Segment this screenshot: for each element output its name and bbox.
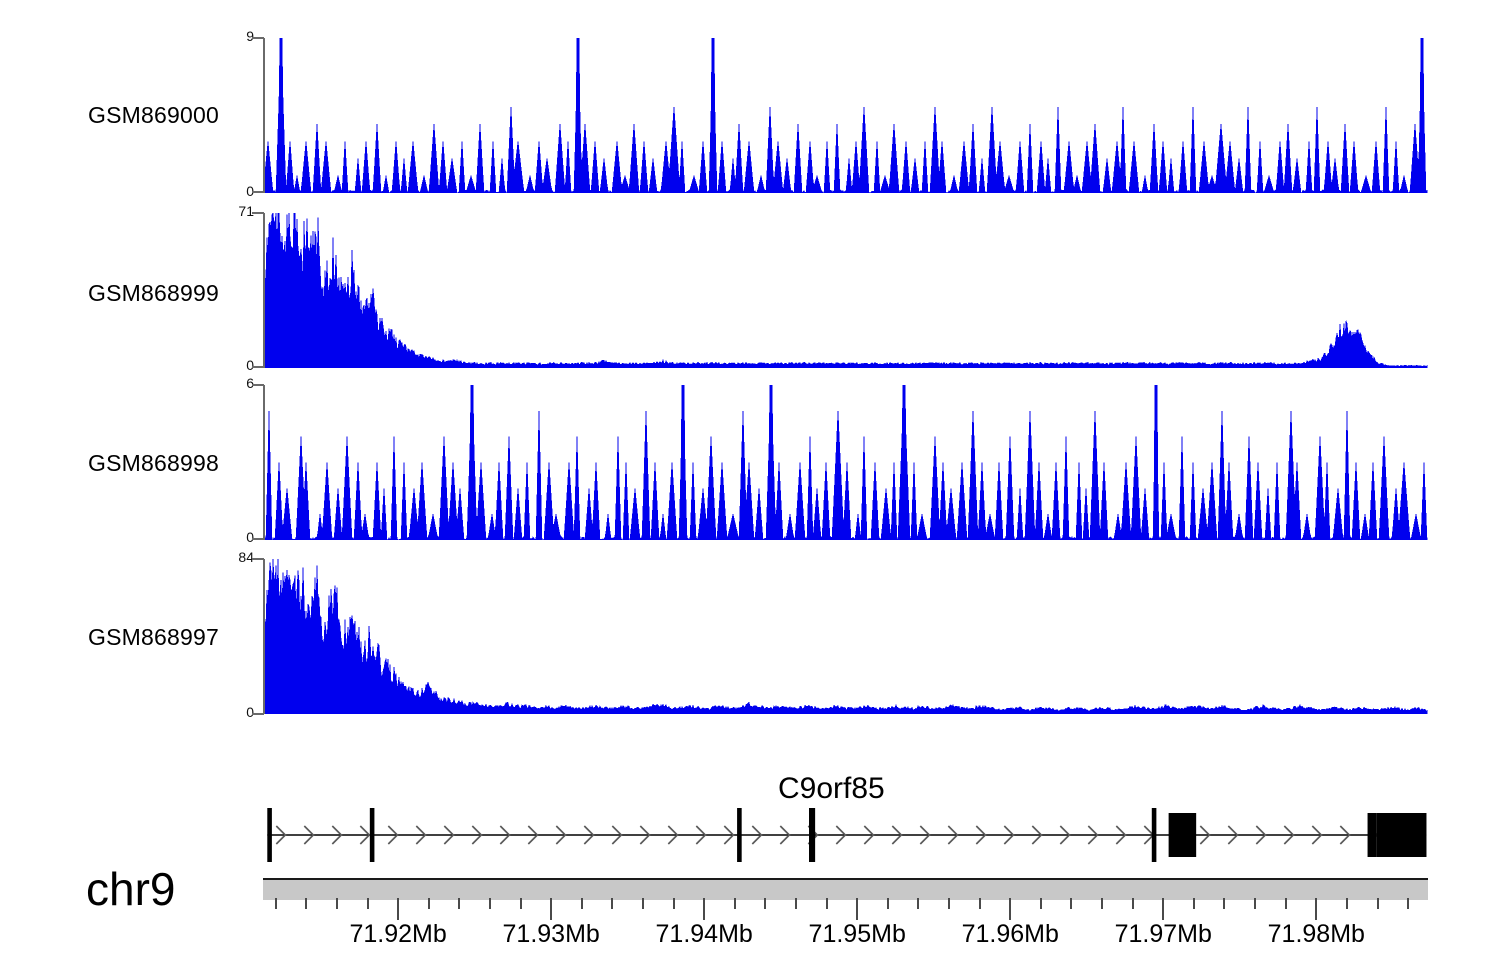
axis-tick-min [252,713,264,715]
coverage-track-gsm868997[interactable]: GSM868997 84 0 [0,544,1500,724]
ruler-tick-label: 71.92Mb [349,920,447,948]
ruler-minor-tick [917,898,920,909]
ruler-minor-tick [641,898,644,909]
axis-vertical-line [263,559,265,714]
track-label-gsm868999: GSM868999 [88,280,219,306]
ruler-major-tick [1009,898,1012,920]
axis-max-gsm869000: 9 [246,28,254,44]
chromosome-label: chr9 [86,863,176,915]
ruler-major-tick [397,898,400,920]
ruler-minor-tick [1223,898,1226,909]
ruler-minor-tick [427,898,430,909]
ruler-minor-tick [948,898,951,909]
exon-block [1151,808,1157,862]
coverage-plot-gsm869000[interactable] [265,38,1428,193]
ruler-minor-tick [672,898,675,909]
ruler-tick-label: 71.98Mb [1267,920,1365,948]
axis-min-gsm868997: 0 [246,704,254,720]
ruler-minor-tick [1070,898,1073,909]
axis-vertical-line [263,38,265,193]
axis-max-gsm868998: 6 [246,375,254,391]
axis-vertical-line [263,213,265,368]
exon-block [1367,813,1377,857]
axis-tick-max [252,558,264,560]
axis-tick-min [252,191,264,193]
axis-tick-max [252,212,264,214]
ruler-minor-tick [519,898,522,909]
exon-block [1168,813,1197,857]
ruler-minor-tick [733,898,736,909]
ruler-major-tick [703,898,706,920]
ruler-minor-tick [335,898,338,909]
exon-block [267,808,272,862]
coverage-plot-gsm868999[interactable] [265,213,1428,368]
gene-model-track[interactable] [265,800,1428,870]
ruler-minor-tick [795,898,797,909]
ruler-minor-tick [458,898,461,909]
ruler-minor-tick [366,898,369,909]
ruler-minor-tick [764,898,767,909]
axis-tick-max [252,37,264,39]
axis-min-gsm868999: 0 [246,357,254,373]
ruler-major-tick [1162,898,1165,920]
ruler-minor-tick [611,898,614,909]
exon-block [809,808,816,862]
ruler-minor-tick [1101,898,1104,909]
ruler-tick-label: 71.97Mb [1114,920,1212,948]
ruler-minor-tick [580,898,583,909]
ruler-tick-label: 71.95Mb [808,920,906,948]
axis-tick-min [252,538,264,540]
ruler-minor-tick [305,898,308,909]
axis-vertical-line [263,385,265,540]
ruler-minor-tick [1407,898,1410,909]
gene-name-label: C9orf85 [778,772,885,805]
axis-tick-min [252,366,264,368]
ruler-major-tick [856,898,859,920]
ruler-tick-label: 71.96Mb [961,920,1059,948]
track-label-gsm868997: GSM868997 [88,624,219,650]
ruler-minor-tick [886,898,889,909]
coverage-track-gsm868999[interactable]: GSM868999 71 0 [0,200,1500,372]
ruler-minor-tick [1192,898,1195,909]
coverage-track-gsm869000[interactable]: GSM869000 9 0 [0,0,1500,200]
exon-block [1376,813,1427,857]
axis-min-gsm868998: 0 [246,529,254,545]
ruler-minor-tick [1376,898,1379,909]
ruler-minor-tick [1345,898,1348,909]
coverage-plot-gsm868998[interactable] [265,385,1428,540]
ruler-minor-tick [1254,898,1257,909]
track-label-gsm869000: GSM869000 [88,102,219,128]
axis-max-gsm868999: 71 [238,203,254,219]
ruler-tick-label: 71.93Mb [502,920,600,948]
ruler-minor-tick [825,898,828,909]
ruler-minor-tick [488,898,491,909]
track-label-gsm868998: GSM868998 [88,450,219,476]
ideogram-bar [263,878,1428,900]
coverage-track-gsm868998[interactable]: GSM868998 6 0 [0,372,1500,544]
ruler-minor-tick [1131,898,1134,909]
ruler-minor-tick [1284,898,1287,909]
coordinate-ruler: 71.92Mb 71.93Mb 71.94Mb 71.95Mb 71.96Mb 71.97… [0,898,1500,958]
axis-tick-max [252,384,264,386]
ruler-minor-tick [1039,898,1042,909]
exon-block [369,808,375,862]
exon-block [737,808,742,862]
ruler-minor-tick [978,898,981,909]
axis-min-gsm869000: 0 [246,183,254,199]
ruler-major-tick [1315,898,1318,920]
coverage-plot-gsm868997[interactable] [265,559,1428,714]
ruler-tick-label: 71.94Mb [655,920,753,948]
ruler-major-tick [550,898,553,920]
ruler-minor-tick [274,898,277,909]
axis-max-gsm868997: 84 [238,549,254,565]
